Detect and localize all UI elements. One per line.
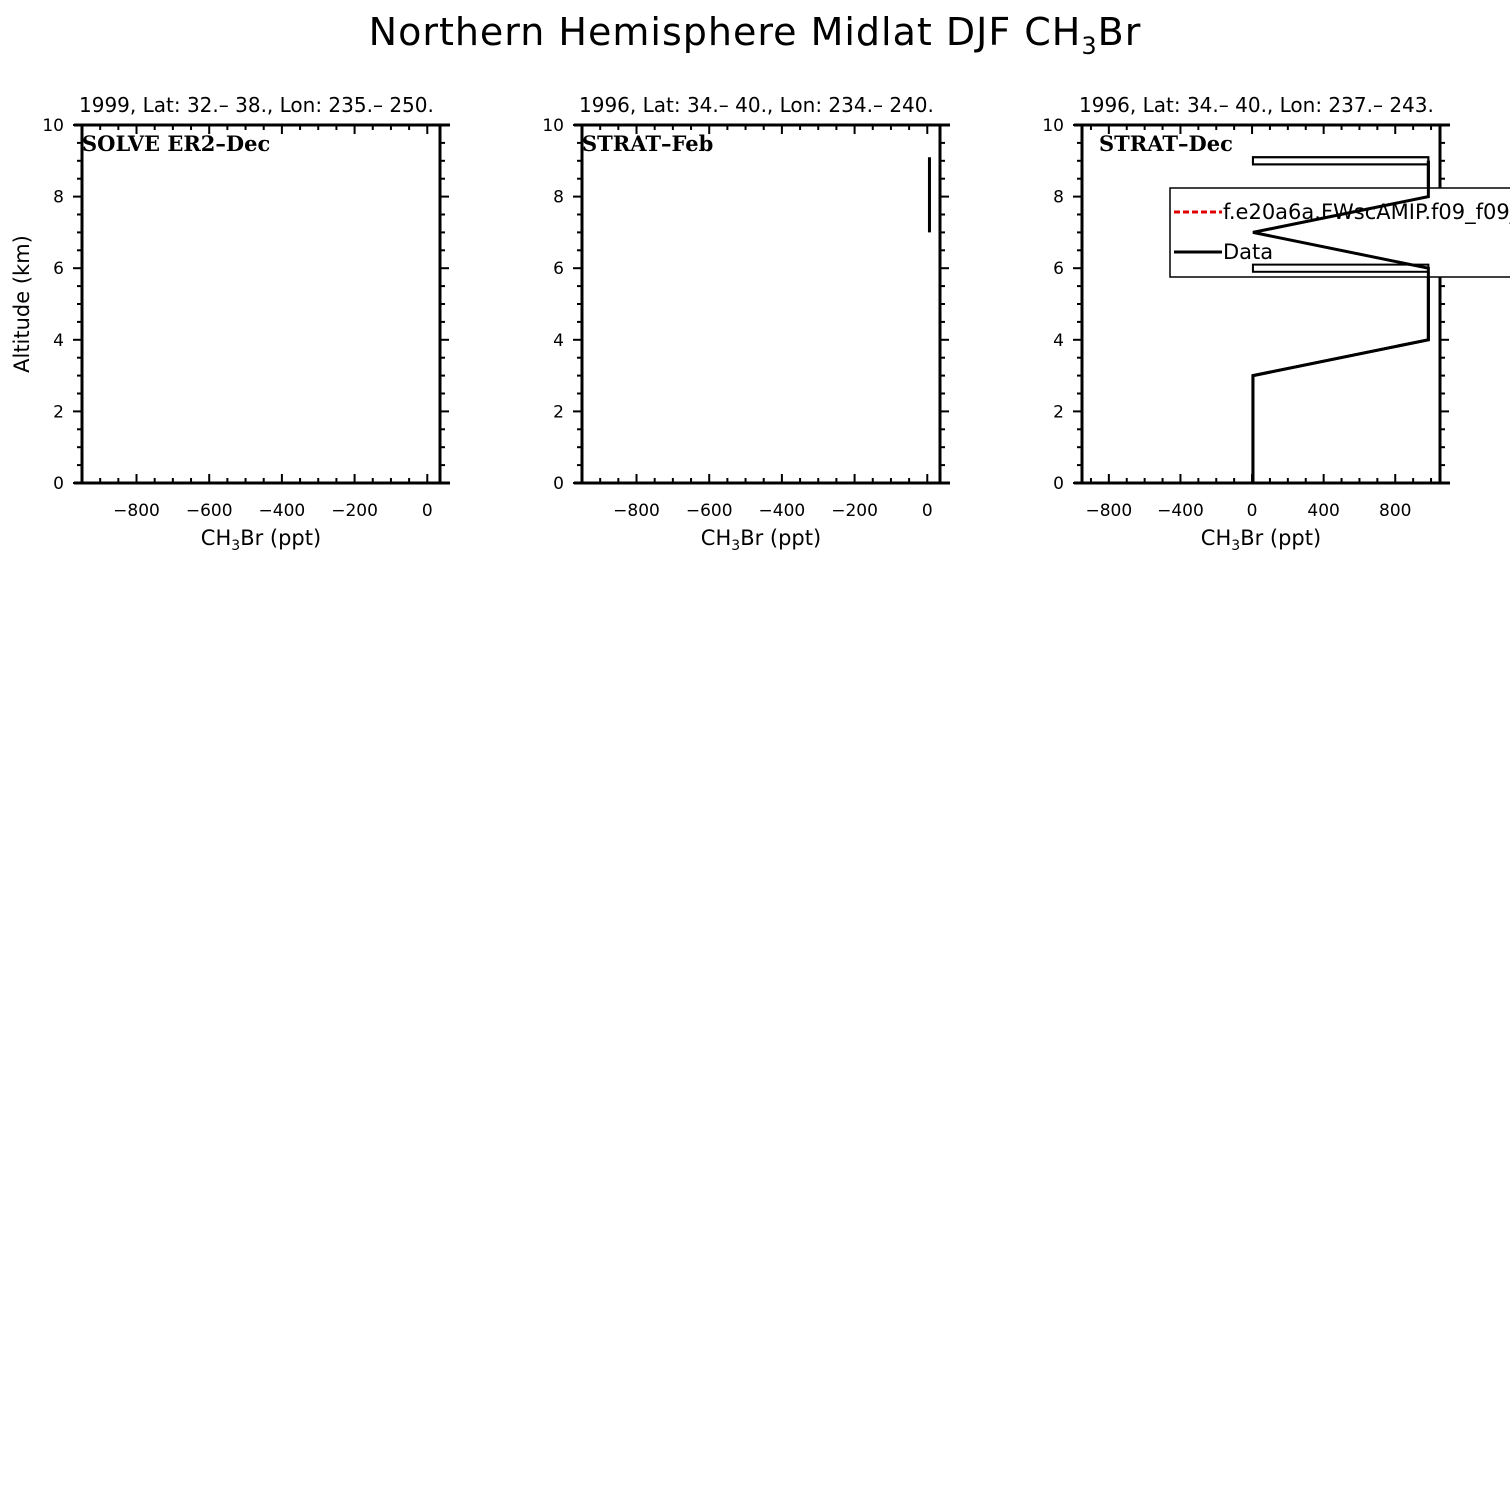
x-tick-label: −200: [331, 501, 378, 521]
chart-panel-1: 0 2 4 6 8 10 −800 −600 −400 −200 0 1999, Lat: 32.– …: [10, 93, 450, 554]
data-range-box-overlay: [1251, 263, 1430, 273]
legend-label: f.e20a6a.FWscAMIP.f09_f09_mg17: [1223, 200, 1510, 225]
x-tick-label: −400: [1157, 501, 1204, 521]
y-tick-label: 2: [53, 402, 64, 422]
x-axis-label-prefix: CH: [1201, 526, 1231, 550]
x-tick-label: −200: [831, 501, 878, 521]
x-tick-label: 0: [922, 501, 933, 521]
panel-label: STRAT–Feb: [582, 131, 713, 156]
x-axis-label-suffix: Br (ppt): [740, 526, 821, 550]
panel-header: 1996, Lat: 34.– 40., Lon: 237.– 243.: [1079, 93, 1434, 117]
panel-label: STRAT–Dec: [1099, 131, 1233, 156]
y-tick-label: 6: [553, 259, 564, 279]
x-axis-label-prefix: CH: [701, 526, 731, 550]
x-tick-label: −800: [613, 501, 660, 521]
x-axis-label: CH3Br (ppt): [701, 526, 821, 554]
panel-header: 1999, Lat: 32.– 38., Lon: 235.– 250.: [79, 93, 434, 117]
x-axis-label: CH3Br (ppt): [1201, 526, 1321, 554]
panel-header: 1996, Lat: 34.– 40., Lon: 234.– 240.: [579, 93, 934, 117]
y-tick-label: 0: [53, 474, 64, 494]
x-axis-label-suffix: Br (ppt): [1240, 526, 1321, 550]
chart-panel-3: 0 2 4 6 8 10 −800 −400 0 400 800 1996, Lat: 34.– 40…: [1042, 93, 1510, 554]
y-tick-label: 10: [1042, 116, 1064, 136]
x-axis-label-suffix: Br (ppt): [240, 526, 321, 550]
x-tick-label: −400: [259, 501, 306, 521]
y-tick-label: 4: [553, 331, 564, 351]
x-tick-label: −600: [686, 501, 733, 521]
x-tick-label: 800: [1379, 501, 1411, 521]
figure-title: Northern Hemisphere Midlat DJF CH3Br: [369, 10, 1142, 60]
y-tick-label: 0: [1053, 474, 1064, 494]
x-tick-label: −400: [759, 501, 806, 521]
x-axis-label-sub: 3: [231, 538, 240, 554]
x-tick-label: −800: [1085, 501, 1132, 521]
chart-panel-2: 0 2 4 6 8 10 −800 −600 −400 −200 0 1996, Lat: 34.– …: [542, 93, 950, 554]
figure-title-suffix: Br: [1098, 10, 1142, 54]
data-range-box-overlay: [1251, 156, 1430, 166]
y-tick-label: 0: [553, 474, 564, 494]
x-tick-label: −600: [186, 501, 233, 521]
panels: 0 2 4 6 8 10 −800 −600 −400 −200 0 1999, Lat: 32.– …: [10, 93, 1510, 554]
x-tick-label: −800: [113, 501, 160, 521]
legend-label: Data: [1223, 240, 1273, 264]
legend-box: [1169, 187, 1510, 278]
figure-title-prefix: Northern Hemisphere Midlat DJF CH: [369, 10, 1082, 54]
y-tick-label: 10: [542, 116, 564, 136]
y-tick-label: 4: [53, 331, 64, 351]
y-tick-label: 2: [1053, 402, 1064, 422]
x-tick-label: 0: [1247, 501, 1258, 521]
x-axis-label-sub: 3: [1231, 538, 1240, 554]
panel-label: SOLVE ER2–Dec: [82, 131, 270, 156]
y-tick-label: 4: [1053, 331, 1064, 351]
y-tick-label: 8: [553, 188, 564, 208]
x-axis-label: CH3Br (ppt): [201, 526, 321, 554]
y-tick-label: 8: [1053, 188, 1064, 208]
y-tick-label: 2: [553, 402, 564, 422]
x-tick-label: 400: [1307, 501, 1339, 521]
x-axis-label-sub: 3: [731, 538, 740, 554]
figure-title-sub: 3: [1081, 32, 1097, 60]
x-axis-label-prefix: CH: [201, 526, 231, 550]
y-axis-label: Altitude (km): [10, 235, 34, 373]
y-tick-label: 6: [1053, 259, 1064, 279]
y-tick-label: 8: [53, 188, 64, 208]
x-tick-label: 0: [422, 501, 433, 521]
y-tick-label: 10: [42, 116, 64, 136]
y-tick-label: 6: [53, 259, 64, 279]
